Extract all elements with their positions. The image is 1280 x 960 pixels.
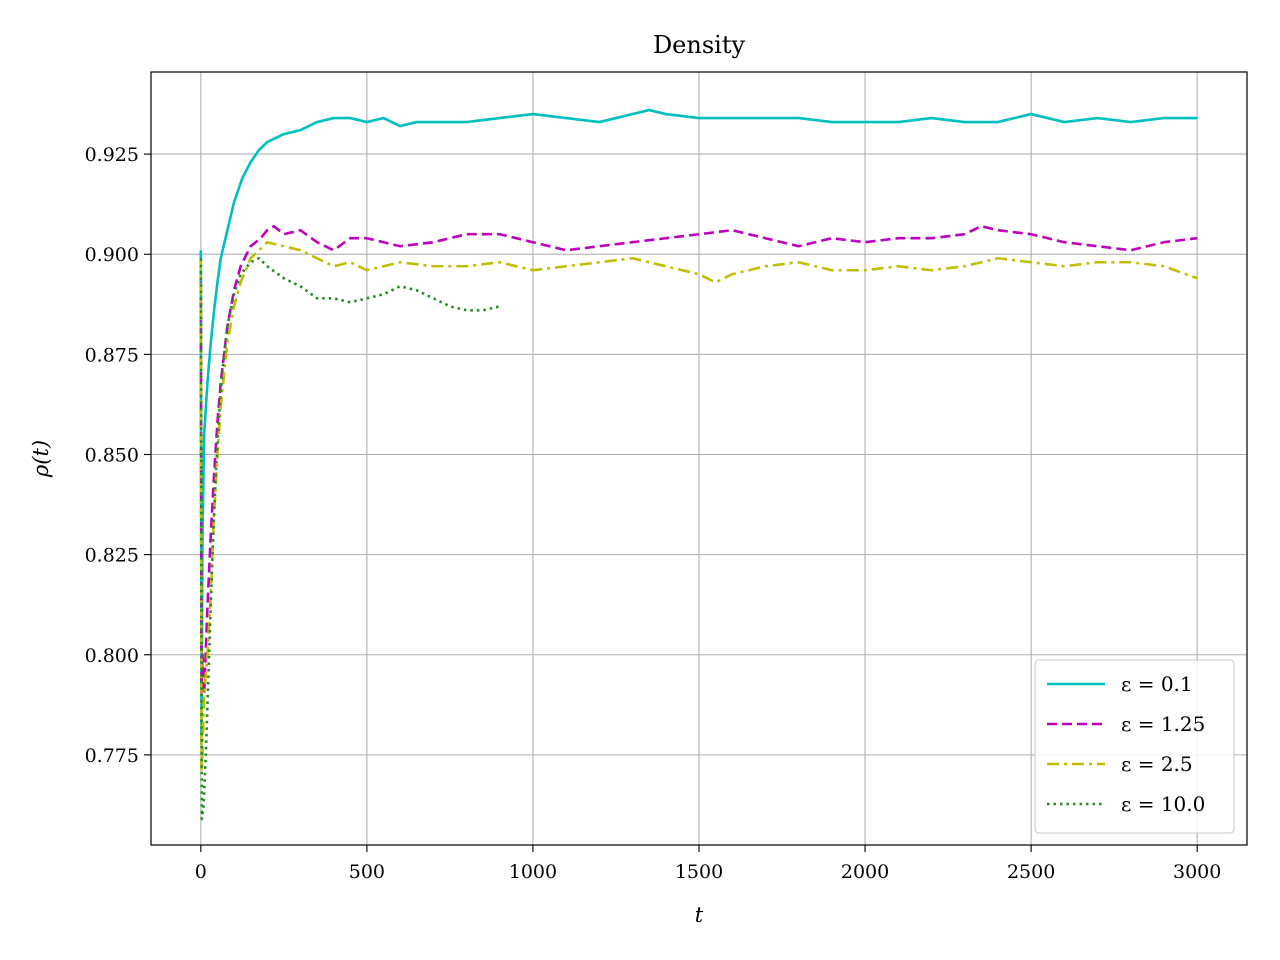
- y-axis-ticks: 0.775 0.800 0.825 0.850 0.875 0.900 0.925: [85, 144, 151, 767]
- y-tick-label: 0.825: [85, 545, 139, 567]
- y-axis-label: ρ(t): [29, 440, 53, 478]
- legend-box: [1034, 659, 1235, 834]
- series-lines: [199, 108, 1198, 821]
- series-line-3: [199, 256, 501, 821]
- y-tick-label: 0.875: [85, 344, 139, 366]
- chart-title: Density: [653, 31, 746, 59]
- y-tick-label: 0.925: [85, 144, 139, 166]
- x-tick-label: 3000: [1173, 861, 1221, 883]
- x-axis-label: t: [695, 903, 704, 927]
- x-tick-label: 1500: [675, 861, 723, 883]
- x-axis-ticks: 0 500 1000 1500 2000 2500 3000: [195, 845, 1221, 883]
- x-tick-label: 2500: [1007, 861, 1055, 883]
- series-line-1: [199, 224, 1198, 697]
- legend-label: ε = 10.0: [1121, 792, 1205, 816]
- legend-label: ε = 0.1: [1121, 672, 1193, 696]
- legend-label: ε = 1.25: [1121, 712, 1205, 736]
- legend: ε = 0.1 ε = 1.25 ε = 2.5 ε = 10.0: [1034, 659, 1235, 834]
- legend-label: ε = 2.5: [1121, 752, 1193, 776]
- y-tick-label: 0.850: [85, 444, 139, 466]
- x-tick-label: 2000: [841, 861, 889, 883]
- y-tick-label: 0.775: [85, 745, 139, 767]
- x-tick-label: 500: [349, 861, 385, 883]
- y-tick-label: 0.900: [85, 244, 139, 266]
- y-tick-label: 0.800: [85, 645, 139, 667]
- x-tick-label: 1000: [509, 861, 557, 883]
- x-tick-label: 0: [195, 861, 207, 883]
- series-line-0: [199, 108, 1198, 737]
- grid: [151, 72, 1247, 845]
